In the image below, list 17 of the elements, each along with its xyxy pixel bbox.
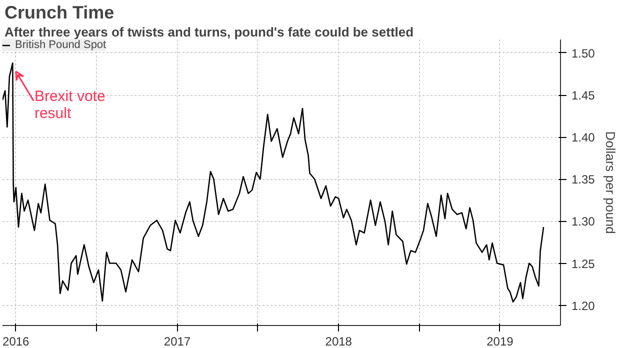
y-tick-label: 1.50: [572, 46, 596, 60]
y-tick-label: 1.30: [572, 214, 596, 229]
line-series: [2, 62, 544, 303]
y-tick-label: 1.20: [572, 298, 596, 313]
y-tick-label: 1.35: [572, 172, 596, 187]
x-tick-label: 2019: [486, 334, 514, 348]
x-tick-label: 2018: [325, 334, 352, 348]
x-tick-label: 2017: [164, 334, 191, 348]
y-axis-title: Dollars per pound: [602, 131, 618, 234]
annotation: Brexit vote result: [34, 88, 106, 122]
y-tick-label: 1.25: [572, 256, 596, 271]
chart-title: Crunch Time: [4, 2, 114, 22]
y-tick-label: 1.40: [572, 130, 596, 145]
x-tick-label: 2016: [2, 334, 30, 348]
chart-subtitle: After three years of twists and turns, pound's fate could be settled: [4, 24, 414, 40]
y-tick-label: 1.45: [572, 88, 596, 103]
legend-label: British Pound Spot: [15, 39, 106, 51]
